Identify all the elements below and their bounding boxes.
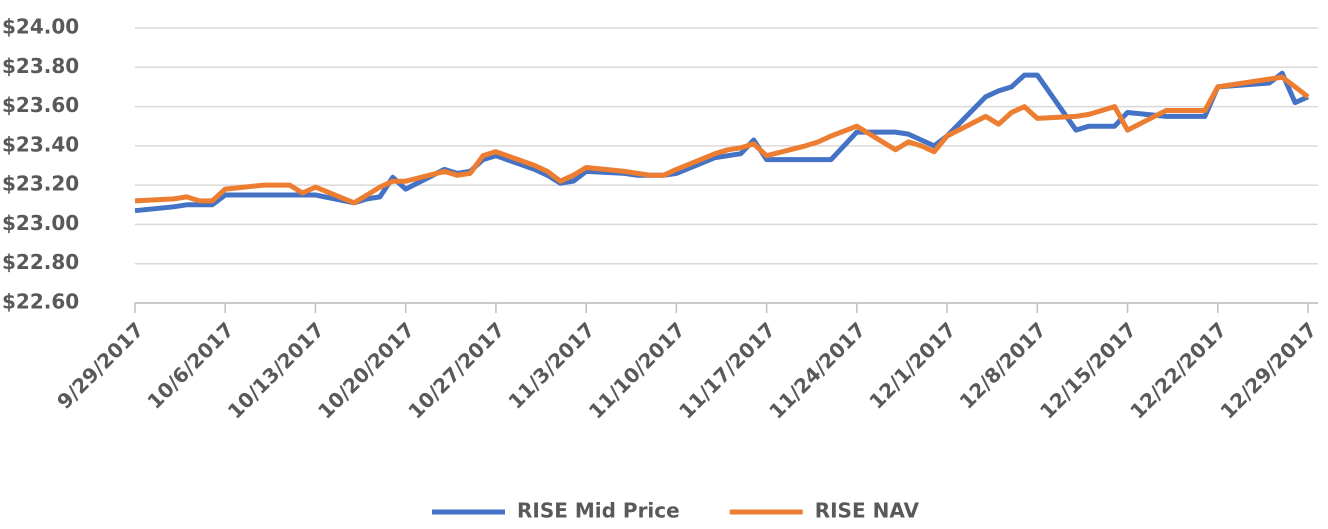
y-tick-label: $22.80 bbox=[2, 250, 79, 274]
legend-label: RISE NAV bbox=[815, 499, 920, 523]
y-tick-label: $23.60 bbox=[2, 93, 79, 117]
y-tick-label: $24.00 bbox=[2, 15, 79, 39]
y-tick-label: $23.00 bbox=[2, 211, 79, 235]
y-tick-label: $23.40 bbox=[2, 132, 79, 156]
x-tick-label: 12/29/2017 bbox=[1215, 317, 1321, 423]
y-tick-label: $23.80 bbox=[2, 54, 79, 78]
x-tick-label: 11/24/2017 bbox=[764, 317, 870, 423]
x-tick-label: 11/3/2017 bbox=[503, 317, 599, 413]
series-line bbox=[134, 74, 1310, 206]
series-line bbox=[134, 70, 1310, 214]
x-tick-label: 10/27/2017 bbox=[403, 317, 509, 423]
y-tick-label: $23.20 bbox=[2, 172, 79, 196]
legend-label: RISE Mid Price bbox=[517, 499, 680, 523]
y-tick-label: $22.60 bbox=[2, 290, 79, 314]
x-tick-label: 10/6/2017 bbox=[142, 317, 238, 413]
x-tick-label: 12/1/2017 bbox=[864, 317, 960, 413]
x-tick-label: 9/29/2017 bbox=[52, 317, 148, 413]
x-tick-label: 12/8/2017 bbox=[955, 317, 1051, 413]
